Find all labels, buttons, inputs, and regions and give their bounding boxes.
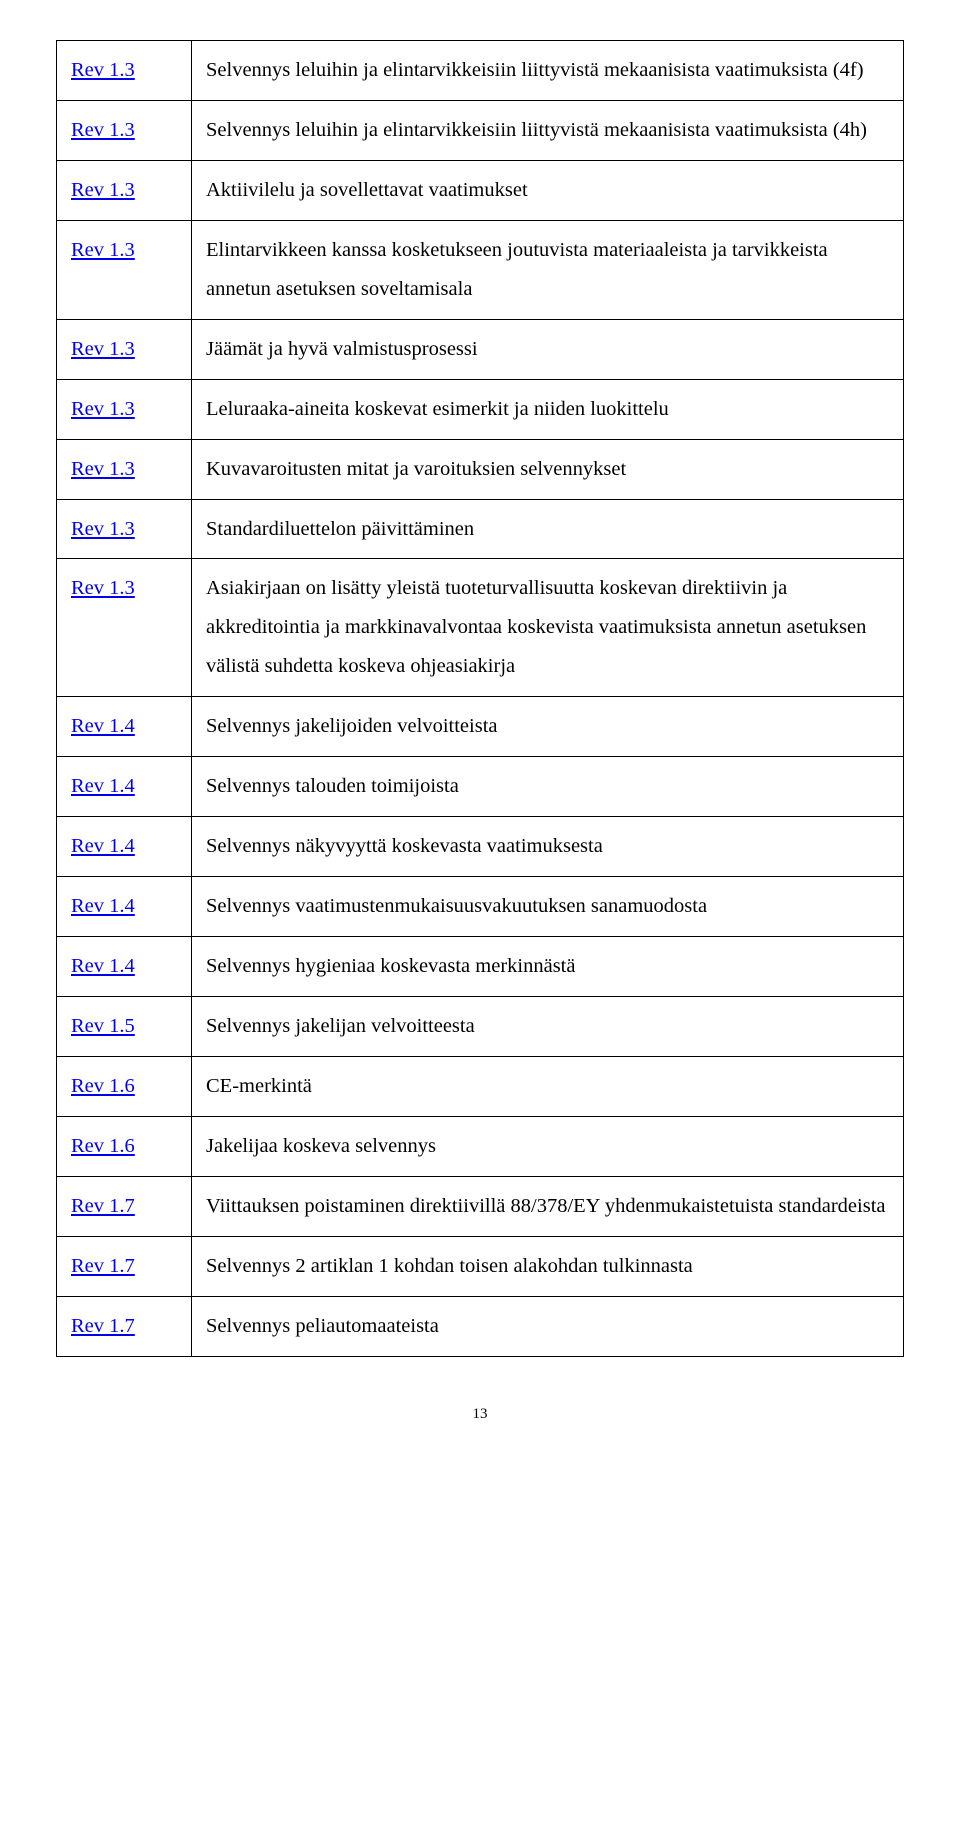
revision-cell: Rev 1.6 bbox=[57, 1056, 192, 1116]
description-cell: Selvennys jakelijoiden velvoitteista bbox=[192, 697, 904, 757]
table-row: Rev 1.3 Standardiluettelon päivittäminen bbox=[57, 499, 904, 559]
revision-link[interactable]: Rev 1.4 bbox=[71, 715, 135, 737]
table-row: Rev 1.5 Selvennys jakelijan velvoitteesta bbox=[57, 996, 904, 1056]
table-row: Rev 1.3 Selvennys leluihin ja elintarvikk… bbox=[57, 100, 904, 160]
revision-cell: Rev 1.3 bbox=[57, 499, 192, 559]
table-row: Rev 1.4 Selvennys vaatimustenmukaisuusvak… bbox=[57, 877, 904, 937]
revision-cell: Rev 1.6 bbox=[57, 1116, 192, 1176]
revision-cell: Rev 1.4 bbox=[57, 877, 192, 937]
revision-link[interactable]: Rev 1.3 bbox=[71, 577, 135, 599]
description-cell: Jakelijaa koskeva selvennys bbox=[192, 1116, 904, 1176]
description-cell: CE-merkintä bbox=[192, 1056, 904, 1116]
revision-link[interactable]: Rev 1.3 bbox=[71, 398, 135, 420]
table-row: Rev 1.6 CE-merkintä bbox=[57, 1056, 904, 1116]
revision-link[interactable]: Rev 1.3 bbox=[71, 119, 135, 141]
description-cell: Standardiluettelon päivittäminen bbox=[192, 499, 904, 559]
description-cell: Selvennys leluihin ja elintarvikkeisiin … bbox=[192, 41, 904, 101]
revision-cell: Rev 1.4 bbox=[57, 697, 192, 757]
revision-cell: Rev 1.3 bbox=[57, 559, 192, 697]
description-cell: Selvennys hygieniaa koskevasta merkinnäs… bbox=[192, 937, 904, 997]
revision-cell: Rev 1.3 bbox=[57, 319, 192, 379]
revision-cell: Rev 1.4 bbox=[57, 817, 192, 877]
description-cell: Selvennys leluihin ja elintarvikkeisiin … bbox=[192, 100, 904, 160]
revision-cell: Rev 1.4 bbox=[57, 757, 192, 817]
revision-cell: Rev 1.4 bbox=[57, 937, 192, 997]
description-cell: Selvennys peliautomaateista bbox=[192, 1296, 904, 1356]
table-row: Rev 1.3 Selvennys leluihin ja elintarvikk… bbox=[57, 41, 904, 101]
revision-link[interactable]: Rev 1.7 bbox=[71, 1195, 135, 1217]
table-row: Rev 1.7 Selvennys 2 artiklan 1 kohdan toi… bbox=[57, 1236, 904, 1296]
description-cell: Selvennys vaatimustenmukaisuusvakuutukse… bbox=[192, 877, 904, 937]
description-cell: Jäämät ja hyvä valmistusprosessi bbox=[192, 319, 904, 379]
revision-link[interactable]: Rev 1.3 bbox=[71, 59, 135, 81]
description-cell: Viittauksen poistaminen direktiivillä 88… bbox=[192, 1176, 904, 1236]
revision-cell: Rev 1.7 bbox=[57, 1236, 192, 1296]
table-row: Rev 1.3 Jäämät ja hyvä valmistusprosessi bbox=[57, 319, 904, 379]
revision-link[interactable]: Rev 1.7 bbox=[71, 1315, 135, 1337]
table-row: Rev 1.3 Elintarvikkeen kanssa kosketuksee… bbox=[57, 220, 904, 319]
revision-cell: Rev 1.3 bbox=[57, 220, 192, 319]
table-row: Rev 1.4 Selvennys talouden toimijoista bbox=[57, 757, 904, 817]
table-row: Rev 1.7 Viittauksen poistaminen direktiiv… bbox=[57, 1176, 904, 1236]
page-number: 13 bbox=[56, 1407, 904, 1422]
revision-link[interactable]: Rev 1.3 bbox=[71, 458, 135, 480]
revision-cell: Rev 1.7 bbox=[57, 1296, 192, 1356]
revision-cell: Rev 1.3 bbox=[57, 41, 192, 101]
revision-link[interactable]: Rev 1.4 bbox=[71, 895, 135, 917]
revision-link[interactable]: Rev 1.7 bbox=[71, 1255, 135, 1277]
table-row: Rev 1.3 Kuvavaroitusten mitat ja varoituk… bbox=[57, 439, 904, 499]
description-cell: Selvennys näkyvyyttä koskevasta vaatimuk… bbox=[192, 817, 904, 877]
revision-cell: Rev 1.3 bbox=[57, 379, 192, 439]
revision-link[interactable]: Rev 1.3 bbox=[71, 338, 135, 360]
description-cell: Elintarvikkeen kanssa kosketukseen joutu… bbox=[192, 220, 904, 319]
table-row: Rev 1.4 Selvennys hygieniaa koskevasta me… bbox=[57, 937, 904, 997]
revision-link[interactable]: Rev 1.6 bbox=[71, 1075, 135, 1097]
revision-link[interactable]: Rev 1.4 bbox=[71, 775, 135, 797]
revision-cell: Rev 1.7 bbox=[57, 1176, 192, 1236]
revision-link[interactable]: Rev 1.3 bbox=[71, 179, 135, 201]
table-row: Rev 1.3 Aktiivilelu ja sovellettavat vaat… bbox=[57, 160, 904, 220]
revision-link[interactable]: Rev 1.5 bbox=[71, 1015, 135, 1037]
description-cell: Selvennys talouden toimijoista bbox=[192, 757, 904, 817]
description-cell: Kuvavaroitusten mitat ja varoituksien se… bbox=[192, 439, 904, 499]
revision-link[interactable]: Rev 1.3 bbox=[71, 518, 135, 540]
description-cell: Leluraaka-aineita koskevat esimerkit ja … bbox=[192, 379, 904, 439]
revisions-table: Rev 1.3 Selvennys leluihin ja elintarvikk… bbox=[56, 40, 904, 1357]
table-row: Rev 1.4 Selvennys jakelijoiden velvoittei… bbox=[57, 697, 904, 757]
revision-link[interactable]: Rev 1.4 bbox=[71, 955, 135, 977]
revision-link[interactable]: Rev 1.3 bbox=[71, 239, 135, 261]
description-cell: Aktiivilelu ja sovellettavat vaatimukset bbox=[192, 160, 904, 220]
revision-cell: Rev 1.5 bbox=[57, 996, 192, 1056]
table-row: Rev 1.6 Jakelijaa koskeva selvennys bbox=[57, 1116, 904, 1176]
revision-cell: Rev 1.3 bbox=[57, 100, 192, 160]
table-row: Rev 1.7 Selvennys peliautomaateista bbox=[57, 1296, 904, 1356]
revision-cell: Rev 1.3 bbox=[57, 160, 192, 220]
description-cell: Selvennys jakelijan velvoitteesta bbox=[192, 996, 904, 1056]
revision-cell: Rev 1.3 bbox=[57, 439, 192, 499]
revision-link[interactable]: Rev 1.6 bbox=[71, 1135, 135, 1157]
table-row: Rev 1.3 Leluraaka-aineita koskevat esimer… bbox=[57, 379, 904, 439]
table-row: Rev 1.3 Asiakirjaan on lisätty yleistä tu… bbox=[57, 559, 904, 697]
revision-link[interactable]: Rev 1.4 bbox=[71, 835, 135, 857]
table-row: Rev 1.4 Selvennys näkyvyyttä koskevasta v… bbox=[57, 817, 904, 877]
description-cell: Selvennys 2 artiklan 1 kohdan toisen ala… bbox=[192, 1236, 904, 1296]
description-cell: Asiakirjaan on lisätty yleistä tuoteturv… bbox=[192, 559, 904, 697]
